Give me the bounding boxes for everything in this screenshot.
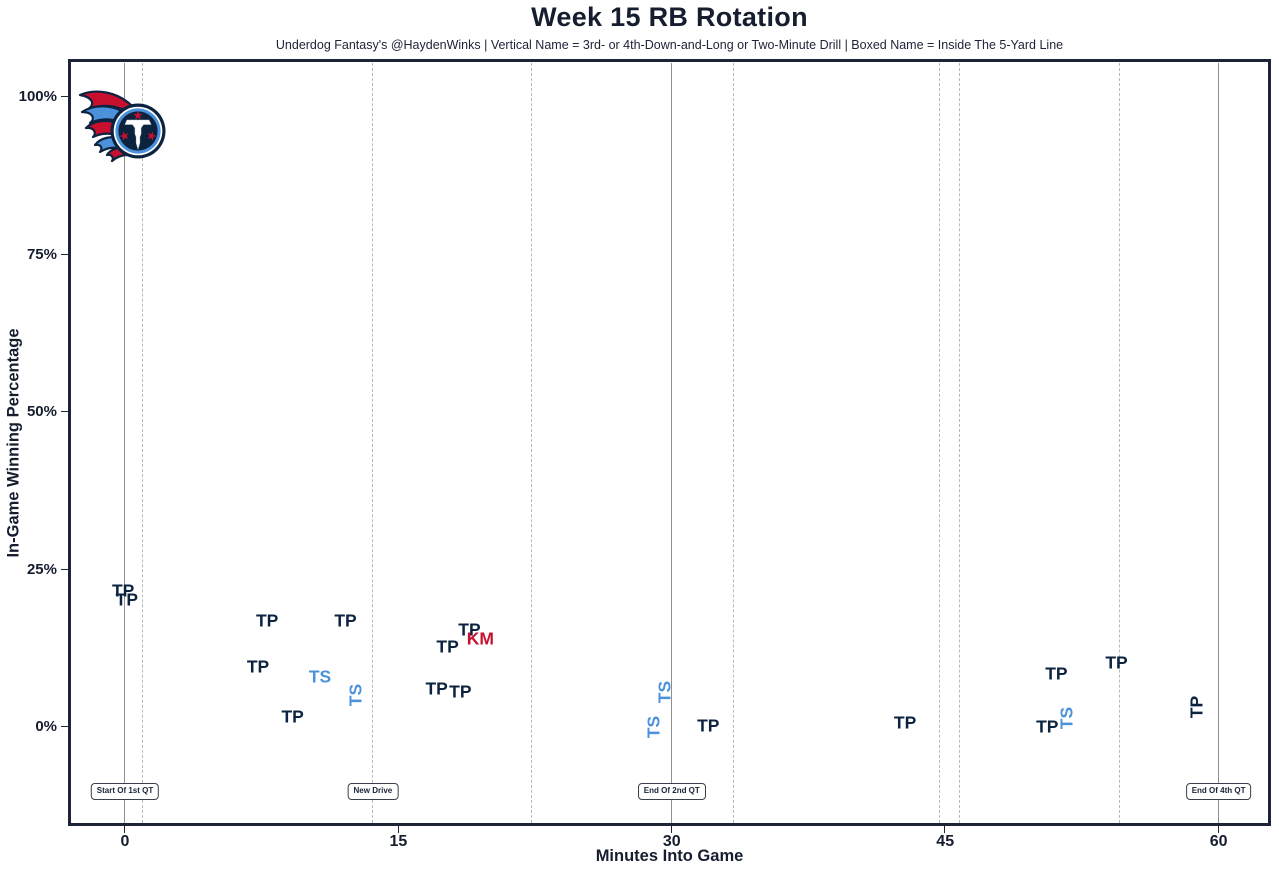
player-label-TS: TS [653, 681, 674, 704]
x-tick [124, 826, 126, 833]
annotation-box: End Of 4th QT [1185, 783, 1252, 800]
y-tick [61, 253, 68, 255]
y-tick-label: 100% [18, 88, 57, 105]
tennessee-titans-logo-icon [78, 90, 166, 163]
new-drive-line [530, 63, 532, 823]
player-label-TP: TP [255, 610, 279, 631]
quarter-boundary-line [671, 63, 672, 823]
x-axis-title: Minutes Into Game [595, 847, 744, 865]
quarter-boundary-line [1217, 63, 1219, 823]
player-label-TP: TP [111, 580, 135, 601]
player-label-TS: TS [308, 666, 332, 687]
x-tick [397, 826, 399, 833]
x-tick-label: 45 [936, 833, 955, 850]
player-label-TP: TP [893, 712, 917, 733]
new-drive-line [732, 63, 734, 823]
player-label-TP: TP [697, 715, 720, 736]
x-tick [671, 826, 672, 833]
y-tick [61, 568, 68, 570]
y-tick-label: 0% [35, 718, 57, 735]
player-label-TP: TP [334, 610, 357, 631]
player-label-TP: TP [281, 706, 304, 727]
new-drive-line [958, 63, 960, 823]
player-label-KM: KM [466, 628, 495, 649]
x-tick-label: 60 [1209, 833, 1228, 850]
new-drive-line [938, 63, 940, 823]
player-label-TP: TP [246, 656, 270, 677]
chart-subtitle: Underdog Fantasy's @HaydenWinks | Vertic… [275, 38, 1064, 52]
y-tick [61, 411, 68, 413]
x-tick [1217, 826, 1219, 833]
annotation-box: End Of 2nd QT [637, 783, 706, 800]
new-drive-line [372, 63, 374, 823]
player-label-TP: TP [1105, 651, 1128, 672]
y-tick-label: 50% [26, 403, 57, 420]
quarter-boundary-line [124, 63, 126, 823]
player-label-TS: TS [345, 683, 366, 707]
player-label-TP: TP [458, 619, 481, 640]
player-label-TP: TP [1036, 716, 1059, 737]
x-tick-label: 15 [389, 833, 408, 850]
y-tick [61, 96, 68, 98]
new-drive-line [142, 63, 144, 823]
player-label-TP: TP [425, 678, 448, 699]
x-tick-label: 0 [120, 833, 130, 850]
player-label-TP: TP [115, 588, 138, 609]
player-label-TS: TS [642, 715, 663, 739]
x-tick [944, 826, 946, 833]
annotation-box: Start Of 1st QT [90, 783, 160, 800]
player-label-TP: TP [449, 680, 472, 701]
y-axis-title: In-Game Winning Percentage [4, 328, 23, 558]
y-tick-label: 75% [26, 245, 57, 263]
player-label-TS: TS [1056, 706, 1077, 730]
x-tick-label: 30 [662, 833, 681, 850]
plot-area [68, 59, 1271, 826]
player-label-TP: TP [436, 636, 459, 657]
new-drive-line [1119, 63, 1121, 823]
player-label-TP: TP [1045, 663, 1068, 684]
y-tick-label: 25% [26, 560, 57, 578]
y-tick [61, 726, 68, 728]
annotation-box: New Drive [347, 783, 399, 800]
page-title: Week 15 RB Rotation [531, 2, 808, 32]
player-label-TP: TP [1185, 695, 1206, 719]
